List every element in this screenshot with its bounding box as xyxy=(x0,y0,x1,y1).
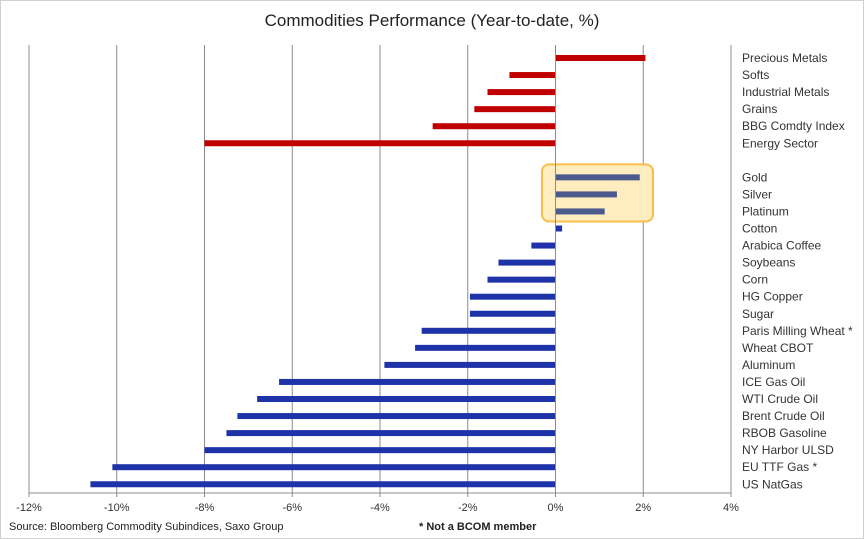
bar-softs xyxy=(509,72,556,79)
bar-rbob-gasoline xyxy=(226,430,556,437)
category-label-sugar: Sugar xyxy=(742,307,774,321)
bar-industrial-metals xyxy=(487,89,556,96)
bar-eu-ttf-gas xyxy=(112,464,556,471)
category-label-arabica-coffee: Arabica Coffee xyxy=(742,239,821,253)
category-label-soybeans: Soybeans xyxy=(742,256,795,270)
x-tick-label: 4% xyxy=(723,502,739,514)
bar-ice-gas-oil xyxy=(279,378,556,385)
category-label-ny-harbor-ulsd: NY Harbor ULSD xyxy=(742,443,834,457)
x-tick-label: -2% xyxy=(458,502,478,514)
bar-sugar xyxy=(469,310,556,317)
bar-wti-crude-oil xyxy=(257,396,556,402)
x-tick-label: -8% xyxy=(195,502,215,514)
category-label-bbg-comdty-index: BBG Comdty Index xyxy=(742,119,845,133)
membership-footnote: * Not a BCOM member xyxy=(419,521,537,533)
bar-silver xyxy=(555,191,617,198)
bar-wheat-cbot xyxy=(415,344,556,351)
category-label-hg-copper: HG Copper xyxy=(742,290,803,304)
bar-hg-copper xyxy=(469,293,556,300)
bar-precious-metals xyxy=(555,55,646,61)
bar-gold xyxy=(555,174,640,181)
category-label-wti-crude-oil: WTI Crude Oil xyxy=(742,392,818,406)
category-label-gold: Gold xyxy=(742,170,767,184)
category-labels: Precious Metals Softs Industrial Metals Gra… xyxy=(742,51,853,491)
category-label-grains: Grains xyxy=(742,102,777,116)
category-label-silver: Silver xyxy=(742,187,772,201)
bar-brent-crude-oil xyxy=(237,413,556,420)
x-tick-label: 0% xyxy=(548,502,564,514)
category-label-softs: Softs xyxy=(742,68,769,82)
bar-platinum xyxy=(555,208,605,215)
category-label-corn: Corn xyxy=(742,273,768,287)
category-label-eu-ttf-gas: EU TTF Gas * xyxy=(742,460,817,474)
bar-us-natgas xyxy=(90,481,556,488)
category-label-precious-metals: Precious Metals xyxy=(742,51,827,65)
category-label-ice-gas-oil: ICE Gas Oil xyxy=(742,375,805,389)
category-label-brent-crude-oil: Brent Crude Oil xyxy=(742,409,825,423)
category-label-industrial-metals: Industrial Metals xyxy=(742,85,829,99)
bar-paris-milling-wheat xyxy=(421,327,556,334)
x-tick-label: -12% xyxy=(16,502,42,514)
x-tick-label: -10% xyxy=(104,502,130,514)
bar-ny-harbor-ulsd xyxy=(204,447,556,454)
bars xyxy=(90,55,646,488)
bar-soybeans xyxy=(498,259,556,266)
bar-aluminum xyxy=(384,361,556,368)
category-label-paris-milling-wheat: Paris Milling Wheat * xyxy=(742,324,853,338)
category-label-wheat-cbot: Wheat CBOT xyxy=(742,341,814,355)
chart-title: Commodities Performance (Year-to-date, %… xyxy=(265,11,600,30)
gridlines xyxy=(28,45,732,493)
x-tick-label: -4% xyxy=(370,502,390,514)
bar-grains xyxy=(474,106,556,113)
bar-cotton xyxy=(555,225,563,232)
category-label-cotton: Cotton xyxy=(742,222,777,236)
x-axis-ticks: -12% -10% -8% -6% -4% -2% 0% 2% 4% xyxy=(16,493,739,514)
category-label-energy-sector: Energy Sector xyxy=(742,136,818,150)
bar-arabica-coffee xyxy=(531,242,556,249)
bar-bbg-comdty-index xyxy=(432,123,556,130)
category-label-platinum: Platinum xyxy=(742,204,789,218)
bar-corn xyxy=(487,276,556,283)
x-tick-label: -6% xyxy=(282,502,302,514)
bar-energy-sector xyxy=(204,140,556,147)
source-note: Source: Bloomberg Commodity Subindices, … xyxy=(9,521,284,533)
category-label-us-natgas: US NatGas xyxy=(742,477,803,491)
x-tick-label: 2% xyxy=(635,502,651,514)
category-label-rbob-gasoline: RBOB Gasoline xyxy=(742,426,827,440)
category-label-aluminum: Aluminum xyxy=(742,358,795,372)
